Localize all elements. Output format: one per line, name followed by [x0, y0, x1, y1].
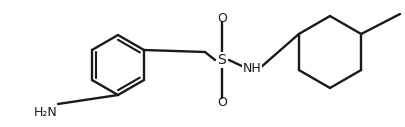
Text: NH: NH [242, 61, 261, 75]
Text: H₂N: H₂N [34, 106, 58, 118]
Text: O: O [217, 96, 226, 108]
Text: S: S [217, 53, 226, 67]
Text: O: O [217, 12, 226, 25]
